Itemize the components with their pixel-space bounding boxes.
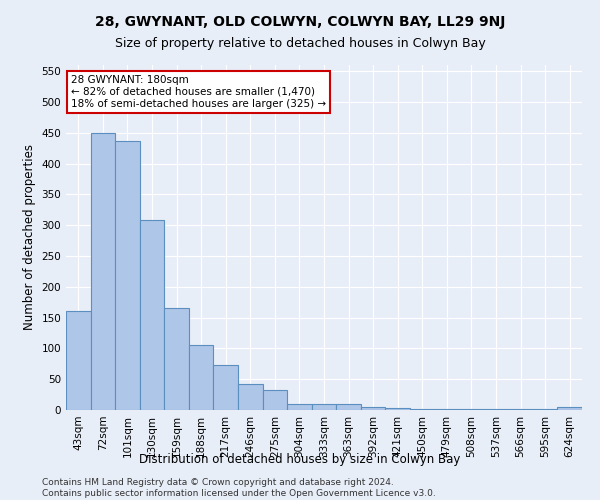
Bar: [287, 404, 312, 410]
Bar: [336, 404, 361, 410]
Bar: [214, 365, 238, 410]
Bar: [66, 312, 91, 410]
Bar: [140, 220, 164, 410]
Text: 28, GWYNANT, OLD COLWYN, COLWYN BAY, LL29 9NJ: 28, GWYNANT, OLD COLWYN, COLWYN BAY, LL2…: [95, 15, 505, 29]
Bar: [263, 390, 287, 410]
Bar: [312, 404, 336, 410]
Bar: [385, 408, 410, 410]
Bar: [91, 133, 115, 410]
Bar: [115, 141, 140, 410]
Bar: [238, 384, 263, 410]
Bar: [557, 407, 582, 410]
Y-axis label: Number of detached properties: Number of detached properties: [23, 144, 36, 330]
Bar: [189, 346, 214, 410]
Text: Size of property relative to detached houses in Colwyn Bay: Size of property relative to detached ho…: [115, 38, 485, 51]
Text: Contains HM Land Registry data © Crown copyright and database right 2024.
Contai: Contains HM Land Registry data © Crown c…: [42, 478, 436, 498]
Text: 28 GWYNANT: 180sqm
← 82% of detached houses are smaller (1,470)
18% of semi-deta: 28 GWYNANT: 180sqm ← 82% of detached hou…: [71, 76, 326, 108]
Bar: [361, 407, 385, 410]
Text: Distribution of detached houses by size in Colwyn Bay: Distribution of detached houses by size …: [139, 452, 461, 466]
Bar: [164, 308, 189, 410]
